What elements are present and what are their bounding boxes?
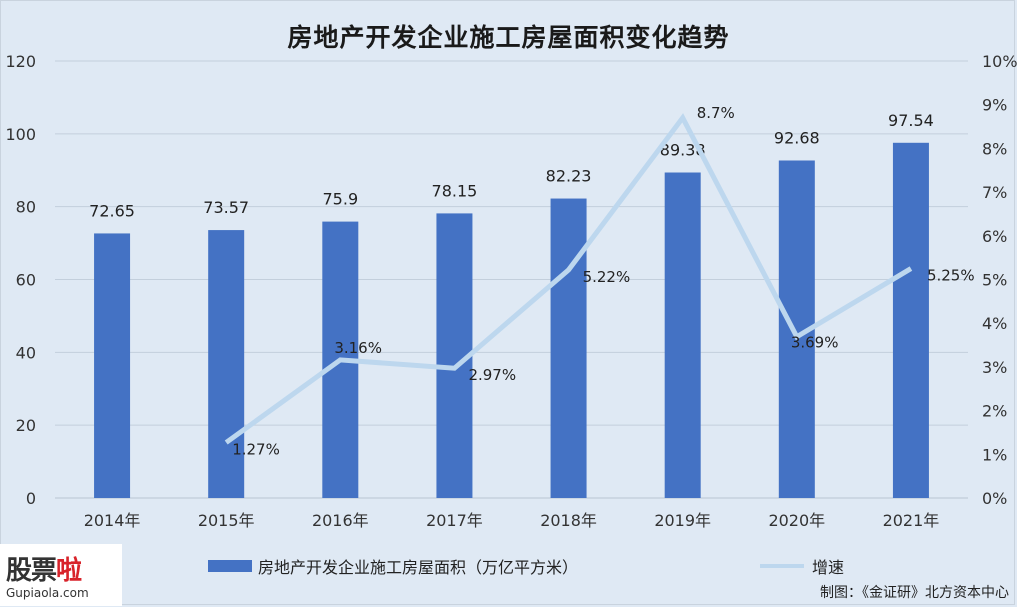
bar-value-label: 78.15	[432, 181, 478, 200]
y-right-tick-label: 3%	[982, 358, 1007, 377]
bar-value-label: 89.38	[660, 141, 706, 160]
bar-value-label: 82.23	[546, 167, 592, 186]
line-value-label: 5.22%	[583, 268, 631, 286]
legend-bar-entry: 房地产开发企业施工房屋面积（万亿平方米）	[208, 554, 578, 578]
watermark-title: 股票啦	[6, 556, 82, 586]
y-right-tick-label: 8%	[982, 139, 1007, 158]
x-tick-label: 2016年	[312, 511, 369, 530]
y-right-tick-label: 2%	[982, 402, 1007, 421]
y-right-tick-label: 7%	[982, 183, 1007, 202]
bar-value-label: 75.9	[323, 190, 359, 209]
bar	[664, 172, 701, 499]
x-tick-label: 2018年	[540, 511, 597, 530]
y-left-tick-label: 60	[16, 271, 36, 290]
bar-value-label: 97.54	[888, 111, 934, 130]
bar	[892, 142, 929, 498]
line-value-label: 3.69%	[791, 334, 839, 352]
bar-value-label: 73.57	[203, 198, 249, 217]
x-tick-label: 2014年	[84, 511, 141, 530]
x-tick-label: 2017年	[426, 511, 483, 530]
bar	[94, 233, 131, 498]
line-value-label: 1.27%	[232, 441, 280, 459]
y-right-tick-label: 9%	[982, 96, 1007, 115]
y-left-tick-label: 100	[5, 125, 36, 144]
watermark-url: Gupiaola.com	[6, 586, 89, 600]
bar	[550, 198, 587, 498]
x-tick-label: 2019年	[654, 511, 711, 530]
y-right-tick-label: 4%	[982, 314, 1007, 333]
bar	[208, 230, 245, 498]
legend-bar-swatch	[208, 560, 252, 572]
y-right-tick-label: 6%	[982, 227, 1007, 246]
growth-line	[224, 113, 913, 445]
x-tick-label: 2015年	[198, 511, 255, 530]
bar-value-label: 72.65	[89, 201, 135, 220]
y-right-tick-label: 10%	[982, 52, 1017, 71]
legend-bar-label: 房地产开发企业施工房屋面积（万亿平方米）	[258, 558, 579, 577]
y-left-tick-label: 80	[16, 198, 36, 217]
legend-line-entry: 增速	[760, 554, 844, 578]
y-right-tick-label: 1%	[982, 445, 1007, 464]
y-right-tick-label: 0%	[982, 489, 1007, 508]
y-left-tick-label: 120	[5, 52, 36, 71]
chart-title: 房地产开发企业施工房屋面积变化趋势	[287, 23, 730, 52]
line-value-label: 8.7%	[697, 104, 735, 122]
y-left-tick-label: 40	[16, 343, 36, 362]
source-credit: 制图：《金证研》北方资本中心	[820, 585, 1009, 601]
legend-line-swatch	[760, 564, 804, 568]
bar-value-label: 92.68	[774, 128, 820, 147]
legend-line-label: 增速	[812, 558, 845, 577]
x-tick-label: 2020年	[768, 511, 825, 530]
y-right-tick-label: 5%	[982, 271, 1007, 290]
y-left-tick-label: 20	[16, 416, 36, 435]
x-tick-label: 2021年	[883, 511, 940, 530]
line-value-label: 5.25%	[927, 267, 975, 285]
watermark-logo: 股票啦 Gupiaola.com	[0, 544, 122, 606]
line-value-label: 2.97%	[468, 366, 516, 384]
y-left-tick-label: 0	[26, 489, 36, 508]
line-value-label: 3.16%	[334, 339, 382, 357]
